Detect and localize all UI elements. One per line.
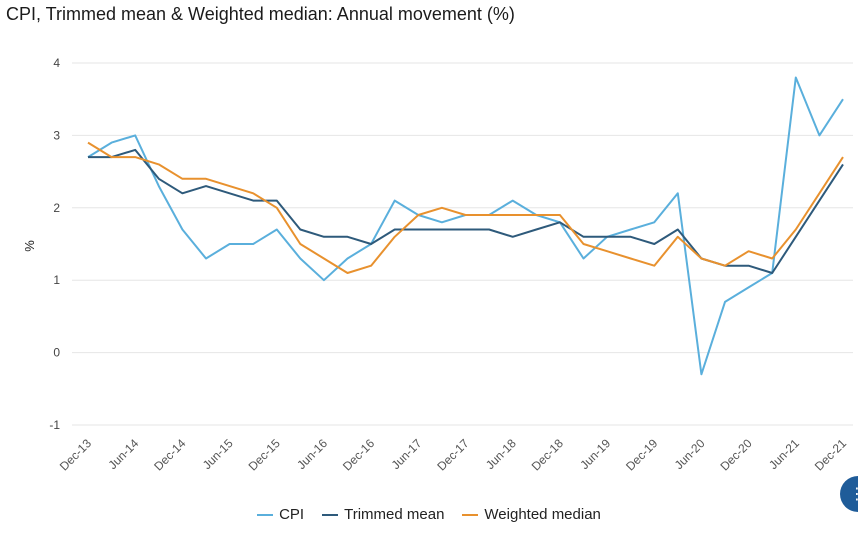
y-tick-label: 1 — [53, 273, 60, 287]
y-tick-label: 4 — [53, 56, 60, 70]
y-axis-label: % — [22, 240, 37, 252]
legend-swatch-cpi — [257, 513, 274, 516]
x-tick-label: Dec-18 — [529, 436, 566, 473]
legend-item-trimmed-mean[interactable]: Trimmed mean — [322, 506, 444, 523]
x-tick-label: Dec-21 — [812, 436, 849, 473]
series-line-trimmed-mean — [88, 148, 844, 274]
x-tick-label: Dec-19 — [623, 436, 660, 473]
y-tick-label: 0 — [53, 346, 60, 360]
x-tick-label: Jun-15 — [200, 436, 236, 472]
x-tick-label: Jun-17 — [389, 436, 425, 472]
legend-swatch-weighted-median — [462, 513, 479, 516]
grid-lines — [72, 62, 853, 426]
x-tick-label: Jun-19 — [577, 436, 613, 472]
x-tick-label: Jun-18 — [483, 436, 519, 472]
menu-icon: ⋮ — [849, 486, 858, 503]
x-tick-label: Dec-14 — [151, 436, 188, 473]
legend-item-weighted-median[interactable]: Weighted median — [462, 506, 601, 523]
chart-title: CPI, Trimmed mean & Weighted median: Ann… — [6, 4, 515, 24]
legend-item-cpi[interactable]: CPI — [257, 506, 304, 523]
x-tick-label: Dec-13 — [57, 436, 94, 473]
x-tick-label: Dec-15 — [246, 436, 283, 473]
series-line-cpi — [87, 76, 844, 376]
x-tick-label: Dec-20 — [717, 436, 754, 473]
x-axis-ticks: Dec-13 Jun-14 Dec-14 Jun-15 Dec-15 Jun-16 Dec-… — [57, 436, 849, 473]
legend-swatch-trimmed-mean — [322, 513, 339, 516]
x-tick-label: Jun-16 — [294, 436, 330, 472]
legend-label-trimmed-mean: Trimmed mean — [344, 506, 445, 523]
legend-label-cpi: CPI — [279, 506, 305, 523]
x-tick-label: Dec-16 — [340, 436, 377, 473]
y-tick-label: 2 — [53, 201, 60, 215]
x-tick-label: Dec-17 — [434, 436, 471, 473]
chart-menu-button[interactable]: ⋮ — [840, 476, 858, 512]
y-tick-label: 3 — [53, 128, 60, 142]
series-lines — [87, 76, 844, 376]
x-tick-label: Jun-20 — [672, 436, 708, 472]
x-tick-label: Jun-21 — [766, 436, 802, 472]
y-tick-label: -1 — [49, 418, 60, 432]
y-axis-ticks: 4 3 2 1 0 -1 — [49, 56, 60, 432]
chart-legend: CPI Trimmed mean Weighted median — [0, 506, 858, 523]
x-tick-label: Jun-14 — [105, 436, 141, 472]
series-line-weighted-median — [87, 141, 844, 274]
legend-label-weighted-median: Weighted median — [484, 506, 601, 523]
